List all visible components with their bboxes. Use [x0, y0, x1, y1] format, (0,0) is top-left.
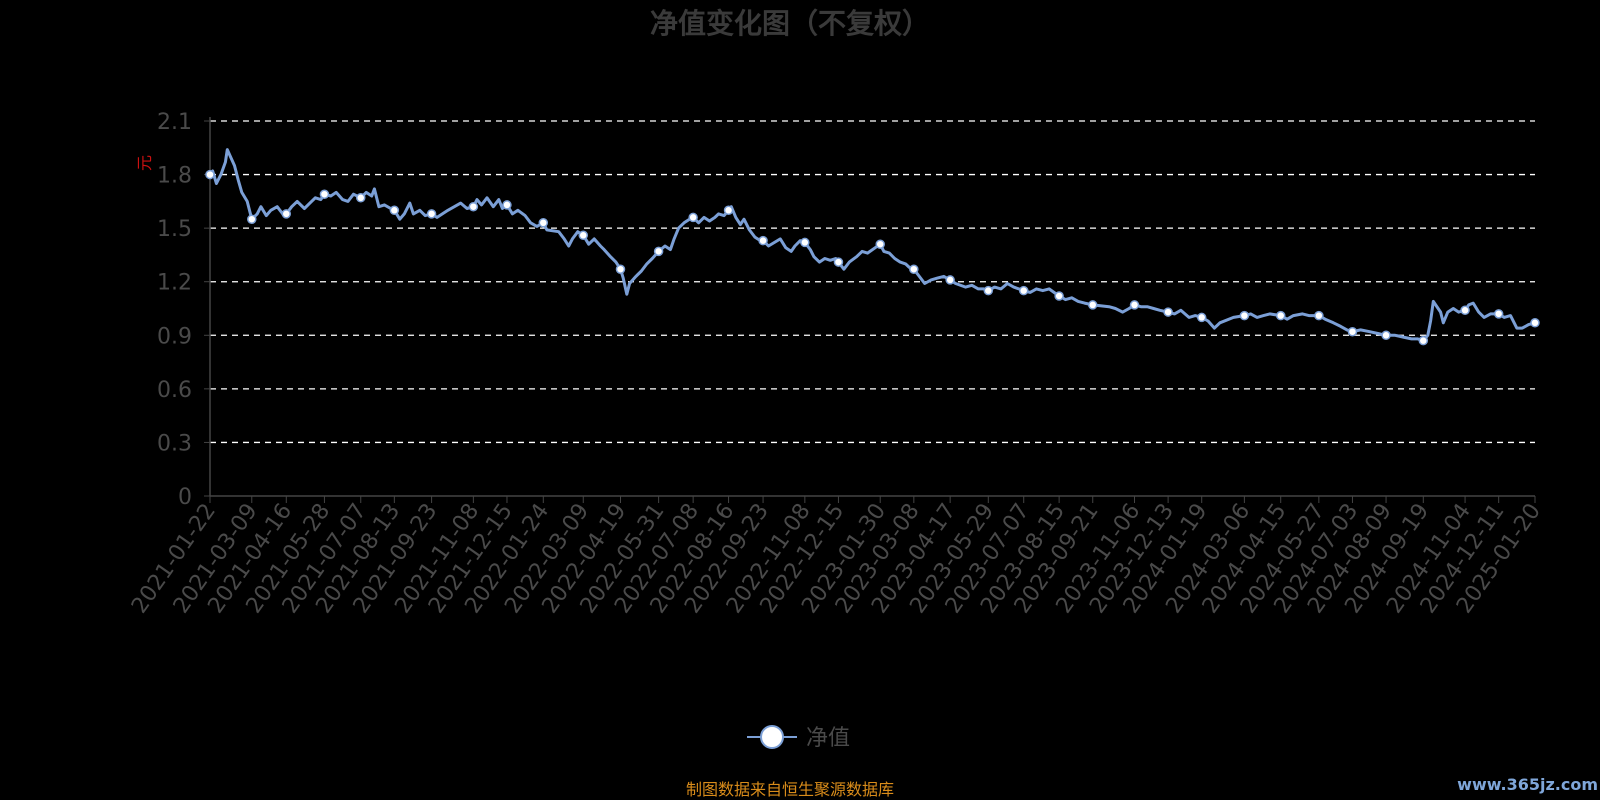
nav-data-point[interactable] — [945, 275, 955, 285]
series-nav — [205, 148, 1540, 346]
y-tick-label: 0.3 — [157, 431, 192, 456]
nav-data-point[interactable] — [983, 285, 994, 296]
nav-data-point[interactable] — [578, 230, 589, 241]
nav-data-point[interactable] — [247, 214, 257, 224]
nav-data-point[interactable] — [800, 237, 810, 248]
x-axis-ticks: 2021-01-222021-03-092021-04-162021-05-28… — [127, 496, 1546, 618]
nav-data-point[interactable] — [468, 201, 479, 212]
nav-data-point[interactable] — [909, 264, 919, 274]
nav-data-point[interactable] — [389, 205, 400, 216]
nav-data-point[interactable] — [319, 189, 330, 199]
nav-data-point[interactable] — [1530, 318, 1540, 328]
nav-data-point[interactable] — [1314, 310, 1324, 321]
y-tick-label: 0.9 — [157, 324, 192, 349]
nav-data-point[interactable] — [833, 257, 844, 267]
nav-data-point[interactable] — [356, 193, 366, 203]
nav-data-point[interactable] — [758, 235, 768, 246]
grid-lines — [210, 120, 1535, 444]
nav-data-point[interactable] — [1054, 291, 1064, 301]
site-watermark: www.365jz.com — [1457, 775, 1598, 794]
nav-data-point[interactable] — [1163, 307, 1173, 317]
nav-data-point[interactable] — [1275, 310, 1286, 321]
nav-data-point[interactable] — [538, 218, 549, 228]
nav-data-point[interactable] — [875, 239, 885, 249]
data-source-note: 制图数据来自恒生聚源数据库 — [686, 780, 894, 799]
nav-data-point[interactable] — [1381, 330, 1391, 341]
y-tick-label: 2.1 — [157, 110, 192, 135]
nav-data-point[interactable] — [1129, 300, 1140, 310]
nav-data-point[interactable] — [615, 264, 626, 274]
y-tick-label: 0 — [178, 485, 192, 510]
nav-data-point[interactable] — [1018, 285, 1029, 296]
chart-title: 净值变化图（不复权） — [650, 7, 930, 40]
nav-data-point[interactable] — [281, 209, 292, 219]
nav-data-point[interactable] — [1347, 326, 1358, 337]
legend-marker-swatch — [760, 725, 784, 749]
nav-data-point[interactable] — [1196, 312, 1207, 323]
y-unit-label: 元 — [135, 155, 154, 171]
nav-data-point[interactable] — [502, 200, 512, 210]
y-tick-label: 1.2 — [157, 271, 192, 296]
y-tick-label: 1.8 — [157, 164, 192, 189]
axes — [209, 117, 1535, 497]
nav-data-point[interactable] — [426, 209, 437, 219]
nav-data-point[interactable] — [653, 246, 664, 257]
y-axis-ticks: 0 0.3 0.6 0.9 1.2 1.5 1.8 2.1 — [157, 110, 210, 510]
nav-data-point[interactable] — [723, 205, 734, 216]
legend[interactable]: 净值 — [747, 725, 850, 751]
nav-data-point[interactable] — [1460, 305, 1470, 316]
nav-data-point[interactable] — [1493, 309, 1504, 319]
legend-label-nav: 净值 — [806, 726, 850, 751]
nav-data-point[interactable] — [1087, 300, 1098, 310]
nav-data-point[interactable] — [688, 212, 698, 223]
y-tick-label: 0.6 — [157, 378, 192, 403]
nav-series-line — [208, 148, 1536, 343]
nav-data-point[interactable] — [205, 169, 215, 180]
nav-data-point[interactable] — [1418, 335, 1429, 346]
y-tick-label: 1.5 — [157, 217, 192, 242]
nav-data-point[interactable] — [1239, 310, 1250, 321]
